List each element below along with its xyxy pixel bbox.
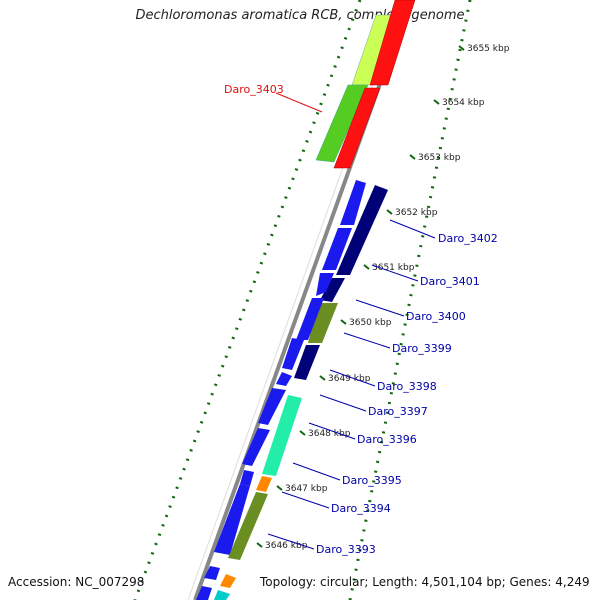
gene-block-blue-3[interactable] <box>316 273 334 296</box>
gene-label[interactable]: Daro_3399 <box>392 342 452 355</box>
outer-ruler-dots <box>348 0 472 600</box>
gene-leader-line <box>389 219 436 239</box>
tick-label: 3654 kbp <box>442 98 485 108</box>
gene-block-red[interactable] <box>333 87 381 169</box>
gene-leader-line <box>281 491 330 509</box>
gene-label[interactable]: Daro_3393 <box>316 543 376 556</box>
tick-group: 3655 kbp 3654 kbp 3653 kbp 3652 kbp 3651 kbp… <box>256 44 510 551</box>
gene-label[interactable]: Daro_3398 <box>377 380 437 393</box>
gene-block-blue-1[interactable] <box>340 180 366 225</box>
tick-mark <box>299 430 306 436</box>
gene-label[interactable]: Daro_3403 <box>224 83 284 96</box>
tick-label: 3650 kbp <box>349 318 392 328</box>
gene-block-navy-2[interactable] <box>320 278 345 302</box>
tick-mark <box>386 209 393 215</box>
tick-mark <box>276 485 283 491</box>
tick-mark <box>256 542 263 548</box>
gene-label[interactable]: Daro_3401 <box>420 275 480 288</box>
gene-block-blue-6[interactable] <box>276 372 292 386</box>
tick-label: 3649 kbp <box>328 374 371 384</box>
gene-block-blue-5[interactable] <box>282 338 304 370</box>
tick-mark <box>409 154 416 160</box>
gene-block-olive-2[interactable] <box>228 492 268 560</box>
tick-mark <box>433 99 440 105</box>
tick-label: 3655 kbp <box>467 44 510 54</box>
tick-mark <box>458 45 465 51</box>
gene-label[interactable]: Daro_3400 <box>406 310 466 323</box>
gene-label[interactable]: Daro_3395 <box>342 474 402 487</box>
gene-block-blue-9[interactable] <box>240 470 254 486</box>
gene-block-green[interactable] <box>315 84 369 163</box>
gene-block-navy-3[interactable] <box>294 345 320 380</box>
gene-leader-line <box>343 332 391 349</box>
gene-leader-line <box>371 264 419 282</box>
accession-label: Accession: NC_007298 <box>8 575 145 589</box>
gene-block-blue-11[interactable] <box>204 566 220 580</box>
gene-leader-line <box>355 299 405 317</box>
tick-label: 3652 kbp <box>395 208 438 218</box>
tick-label: 3648 kbp <box>308 429 351 439</box>
tick-mark <box>319 375 326 381</box>
tick-label: 3647 kbp <box>285 484 328 494</box>
gene-block-aqua[interactable] <box>262 395 302 476</box>
gene-block-blue-2[interactable] <box>322 228 352 270</box>
gene-block-blue-12[interactable] <box>196 586 212 600</box>
tick-label: 3651 kbp <box>372 263 415 273</box>
tick-mark <box>340 319 347 325</box>
gene-block-blue-7[interactable] <box>258 388 286 425</box>
gene-block-blue-8[interactable] <box>242 428 270 466</box>
gene-block-blue-4[interactable] <box>296 298 324 340</box>
genome-summary: Topology: circular; Length: 4,501,104 bp… <box>260 575 590 589</box>
gene-leader-line <box>308 422 356 440</box>
inner-ruler-dots <box>133 0 362 600</box>
gene-leader-line <box>292 462 341 481</box>
gene-block-cyan[interactable] <box>214 590 230 600</box>
gene-block-navy-1[interactable] <box>336 185 388 275</box>
gene-leader-line <box>275 92 323 113</box>
gene-leader-line <box>329 369 376 387</box>
gene-block-blue-10[interactable] <box>214 484 250 555</box>
gene-block-orange-2[interactable] <box>220 574 236 588</box>
gene-leader-line <box>267 533 315 550</box>
gene-block-red-top[interactable] <box>369 0 416 86</box>
gene-label[interactable]: Daro_3402 <box>438 232 498 245</box>
gene-label[interactable]: Daro_3396 <box>357 433 417 446</box>
gene-label[interactable]: Daro_3394 <box>331 502 391 515</box>
gene-label-group: Daro_3403 Daro_3402 Daro_3401 Daro_3400 Daro… <box>224 83 498 556</box>
gene-leader-line <box>319 394 367 412</box>
gene-block-orange-1[interactable] <box>256 476 272 492</box>
tick-label: 3653 kbp <box>418 153 461 163</box>
tick-mark <box>363 264 370 270</box>
gene-label[interactable]: Daro_3397 <box>368 405 428 418</box>
tick-label: 3646 kbp <box>265 541 308 551</box>
